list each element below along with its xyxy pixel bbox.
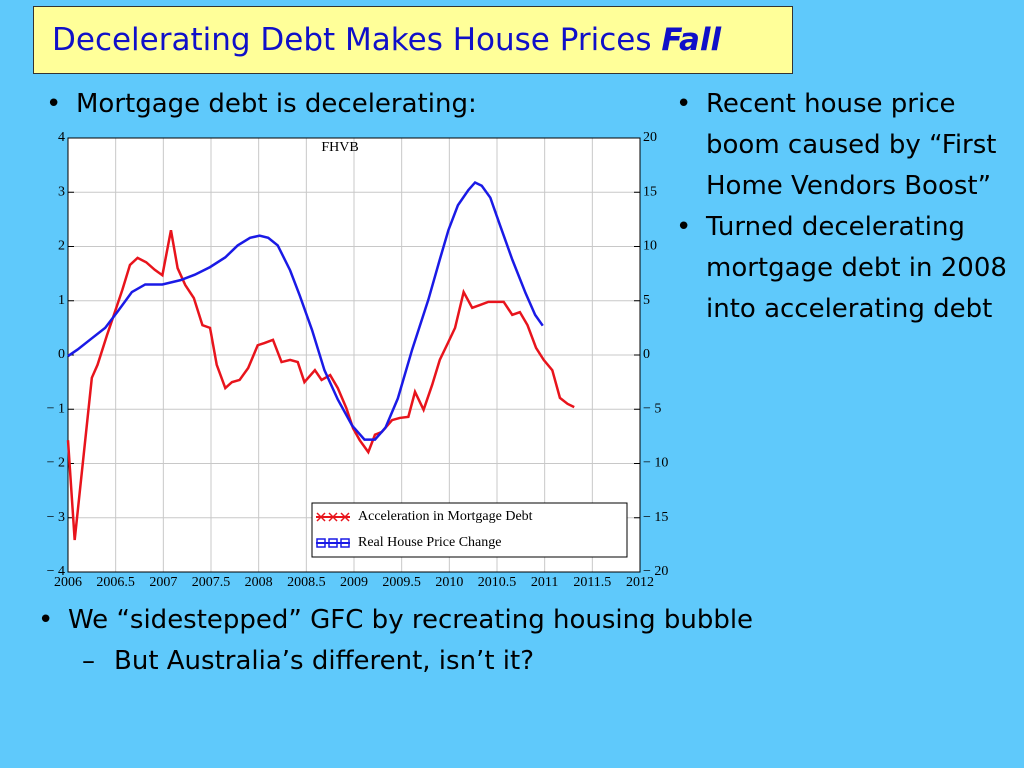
- y-tick-label: − 3: [47, 510, 65, 525]
- x-tick-label: 2006: [54, 575, 82, 590]
- y-tick-label: − 2: [47, 456, 65, 471]
- x-tick-label: 2007.5: [192, 575, 231, 590]
- y-tick-label: 0: [58, 347, 65, 362]
- slide-title: Decelerating Debt Makes House Prices Fal…: [33, 6, 793, 74]
- x-tick-label: 2008: [245, 575, 273, 590]
- y2-tick-label: 20: [643, 130, 657, 145]
- chart: 2006 2006.5 2007 2007.5 2008 2008.5 2009 2009.5…: [47, 130, 669, 590]
- x-tick-label: 2007: [149, 575, 177, 590]
- y-tick-label: 4: [58, 130, 65, 145]
- y2-tick-label: 5: [643, 293, 650, 308]
- x-tick-label: 2010.5: [478, 575, 517, 590]
- legend-label: Real House Price Change: [358, 535, 501, 550]
- bullet: Mortgage debt is decelerating:: [38, 84, 477, 125]
- y-tick-label: 1: [58, 293, 65, 308]
- y2-tick-label: − 10: [643, 456, 668, 471]
- y-tick-label: − 4: [47, 564, 65, 579]
- legend-box: [311, 502, 628, 558]
- bullet: We “sidestepped” GFC by recreating housi…: [30, 600, 753, 641]
- x-tick-label: 2009.5: [382, 575, 421, 590]
- legend-label: Acceleration in Mortgage Debt: [358, 509, 533, 524]
- legend-marker: [316, 538, 326, 548]
- legend-marker: [340, 538, 350, 548]
- x-tick-label: 2012: [626, 575, 654, 590]
- x-tick-label: 2010: [435, 575, 463, 590]
- y2-tick-label: 0: [643, 347, 650, 362]
- legend-marker: [316, 512, 326, 522]
- bullets-right: Recent house price boom caused by “First…: [668, 84, 1018, 330]
- bullets-left: Mortgage debt is decelerating:: [38, 84, 477, 125]
- legend-marker: [328, 538, 338, 548]
- y-tick-label: 2: [58, 239, 65, 254]
- y2-tick-label: − 20: [643, 564, 668, 579]
- x-tick-label: 2011.5: [573, 575, 611, 590]
- annotation: FHVB: [321, 140, 358, 155]
- sub-bullet: But Australia’s different, isn’t it?: [30, 641, 753, 682]
- legend-marker: [328, 512, 338, 522]
- data-line: [67, 180, 544, 441]
- legend-marker: [340, 512, 350, 522]
- bullet: Turned decelerating mortgage debt in 200…: [668, 207, 1018, 330]
- x-tick-label: 2009: [340, 575, 368, 590]
- y2-tick-label: 15: [643, 184, 657, 199]
- title-text: Decelerating Debt Makes House Prices: [52, 22, 652, 58]
- title-emphasis: Fall: [661, 22, 722, 58]
- x-tick-label: 2006.5: [96, 575, 135, 590]
- data-line: [66, 229, 575, 541]
- y-tick-label: − 1: [47, 401, 65, 416]
- y2-tick-label: 10: [643, 239, 657, 254]
- bullet: Recent house price boom caused by “First…: [668, 84, 1018, 207]
- y2-tick-label: − 15: [643, 510, 668, 525]
- x-tick-label: 2011: [531, 575, 558, 590]
- x-tick-label: 2008.5: [287, 575, 326, 590]
- y-tick-label: 3: [58, 184, 65, 199]
- y2-tick-label: − 5: [643, 401, 661, 416]
- bullets-bottom: We “sidestepped” GFC by recreating housi…: [30, 600, 753, 682]
